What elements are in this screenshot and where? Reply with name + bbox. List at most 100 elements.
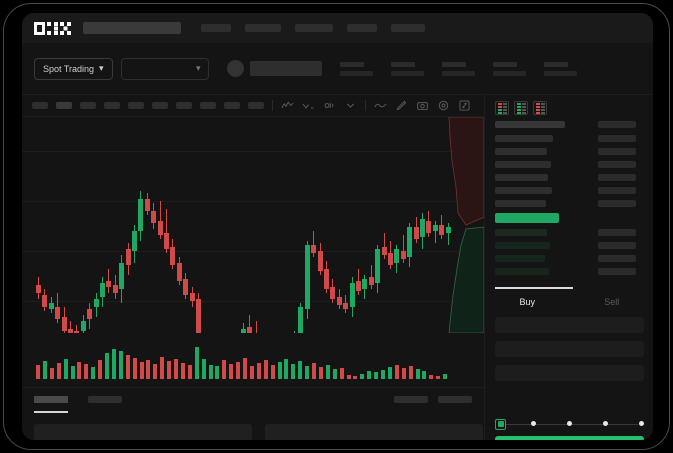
candle bbox=[279, 117, 284, 333]
sub-header: Spot Trading ▾ ▾ bbox=[22, 43, 653, 95]
bottom-tab-0[interactable] bbox=[34, 396, 68, 403]
market-type-label: Spot Trading bbox=[43, 63, 95, 74]
settings-gear-icon[interactable] bbox=[437, 99, 450, 112]
timeframe-button-3[interactable] bbox=[104, 102, 120, 109]
timeframe-button-0[interactable] bbox=[32, 102, 48, 109]
orderbook-ask-row-amount bbox=[598, 200, 636, 207]
candle-body bbox=[68, 329, 73, 333]
bottom-right-button-1[interactable] bbox=[438, 396, 472, 403]
candle-body bbox=[420, 219, 425, 237]
orderbook-bid-row[interactable] bbox=[495, 255, 545, 262]
candle bbox=[292, 117, 297, 333]
nav-item-0[interactable] bbox=[201, 24, 231, 32]
stepper-dot-4[interactable] bbox=[639, 421, 644, 426]
nav-item-2[interactable] bbox=[295, 24, 333, 32]
candle-body bbox=[74, 331, 80, 333]
indicator-icon[interactable] bbox=[281, 99, 294, 112]
stepper-step-active[interactable] bbox=[495, 418, 506, 430]
orderbook-ask-row[interactable] bbox=[495, 174, 548, 181]
line-chart-icon[interactable] bbox=[374, 99, 387, 112]
candle-body bbox=[330, 287, 336, 299]
orderbook-ask-row-amount bbox=[598, 187, 636, 194]
compare-icon[interactable] bbox=[302, 99, 315, 112]
volume-bar bbox=[118, 351, 123, 379]
candle-wick bbox=[76, 325, 78, 333]
timeframe-button-9[interactable] bbox=[248, 102, 264, 109]
candle-wick bbox=[166, 209, 167, 253]
orderbook-bid-row[interactable] bbox=[495, 242, 550, 249]
orderbook-both-icon[interactable] bbox=[495, 101, 509, 115]
candle-body bbox=[362, 279, 368, 289]
trading-pair-select[interactable]: ▾ bbox=[120, 57, 209, 80]
timeframe-button-7[interactable] bbox=[200, 102, 216, 109]
orderbook-ask-row[interactable] bbox=[495, 135, 553, 142]
nav-item-4[interactable] bbox=[391, 24, 425, 32]
orderbook-ask-row[interactable] bbox=[495, 148, 547, 155]
volume-bar bbox=[236, 362, 241, 379]
nav-item-1[interactable] bbox=[245, 24, 281, 32]
timeframe-button-2[interactable] bbox=[80, 102, 96, 109]
candle bbox=[317, 117, 323, 333]
candle-body bbox=[61, 317, 67, 331]
stepper-dot-2[interactable] bbox=[567, 421, 572, 426]
submit-order-button[interactable] bbox=[495, 436, 644, 440]
gridline-3 bbox=[22, 301, 484, 302]
volume-bar bbox=[139, 362, 144, 379]
candle bbox=[202, 117, 207, 333]
timeframe-button-8[interactable] bbox=[224, 102, 240, 109]
orderbook-bids-icon[interactable] bbox=[514, 101, 528, 115]
timeframe-button-5[interactable] bbox=[152, 102, 168, 109]
orderbook-spread-row[interactable] bbox=[495, 213, 559, 223]
nav-item-3[interactable] bbox=[347, 24, 377, 32]
bottom-right-button-0[interactable] bbox=[394, 396, 428, 403]
chevron-down-icon[interactable] bbox=[344, 99, 357, 112]
candle-body bbox=[151, 211, 157, 223]
tab-buy[interactable]: Buy bbox=[485, 289, 570, 315]
orderbook-bid-row[interactable] bbox=[495, 229, 547, 236]
fullscreen-expand-icon[interactable] bbox=[458, 99, 471, 112]
order-form-field-2[interactable] bbox=[495, 365, 644, 381]
orderbook-ask-row[interactable] bbox=[495, 161, 551, 168]
order-book[interactable] bbox=[485, 121, 653, 277]
orderbook-ask-row[interactable] bbox=[495, 200, 546, 207]
drawing-pencil-icon[interactable] bbox=[395, 99, 408, 112]
volume-bar bbox=[56, 363, 61, 379]
okx-logo[interactable] bbox=[34, 21, 71, 35]
timeframe-button-6[interactable] bbox=[176, 102, 192, 109]
stepper-dot-1[interactable] bbox=[531, 421, 536, 426]
price-chart[interactable] bbox=[22, 117, 484, 333]
orderbook-ask-row[interactable] bbox=[495, 187, 552, 194]
timeframe-button-1[interactable] bbox=[56, 102, 72, 109]
market-stat-value bbox=[543, 70, 577, 76]
orderbook-asks-icon[interactable] bbox=[533, 101, 547, 115]
candle bbox=[426, 117, 432, 333]
order-stepper[interactable] bbox=[495, 417, 644, 431]
timeframe-button-4[interactable] bbox=[128, 102, 144, 109]
depth-asks-area bbox=[448, 117, 484, 226]
candle bbox=[125, 117, 131, 333]
candle bbox=[445, 117, 451, 333]
chevron-down-icon: ▾ bbox=[196, 63, 201, 73]
candle-body bbox=[119, 263, 125, 289]
volume-chart[interactable] bbox=[22, 335, 484, 387]
volume-bar bbox=[443, 374, 448, 379]
bottom-tab-1[interactable] bbox=[88, 396, 122, 403]
market-type-select[interactable]: Spot Trading ▾ bbox=[34, 57, 113, 80]
orderbook-header[interactable] bbox=[495, 121, 565, 128]
candle-body bbox=[87, 309, 93, 319]
orderbook-bid-row[interactable] bbox=[495, 268, 549, 275]
camera-icon[interactable] bbox=[416, 99, 429, 112]
volume-bar bbox=[284, 359, 289, 379]
stepper-dot-3[interactable] bbox=[603, 421, 608, 426]
candle-body bbox=[311, 245, 317, 253]
search-input[interactable] bbox=[83, 22, 181, 34]
top-header bbox=[22, 13, 653, 43]
order-form-field-0[interactable] bbox=[495, 317, 644, 333]
alert-icon[interactable] bbox=[323, 99, 336, 112]
candle-body bbox=[247, 327, 253, 333]
volume-bar bbox=[360, 374, 365, 379]
candle bbox=[273, 117, 278, 333]
tab-sell[interactable]: Sell bbox=[570, 289, 654, 315]
orderbook-bid-row-amount bbox=[598, 229, 636, 236]
order-form-field-1[interactable] bbox=[495, 341, 644, 357]
